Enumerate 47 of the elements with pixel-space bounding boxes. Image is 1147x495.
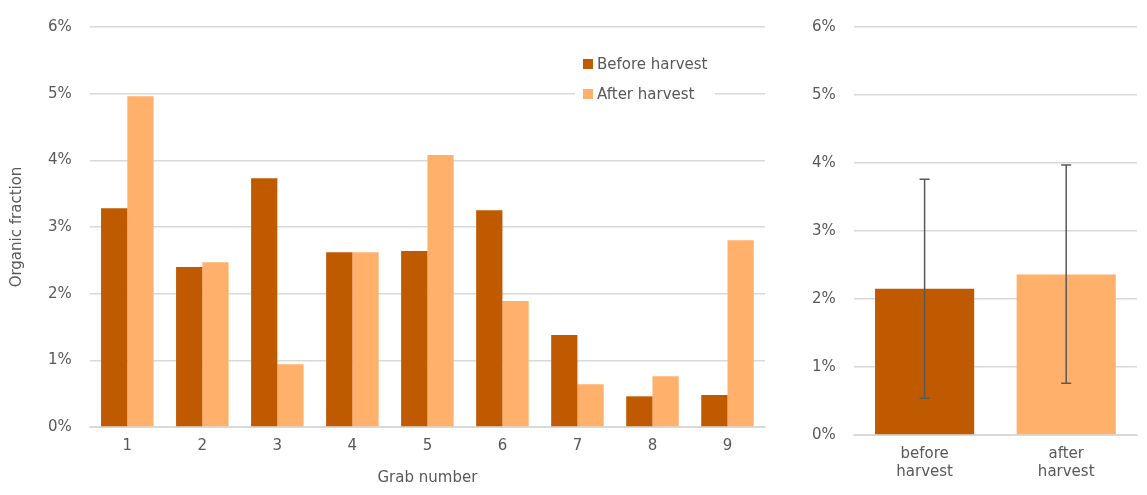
x-tick-label: 9: [722, 435, 733, 454]
y-tick-label: 2%: [812, 288, 836, 307]
bar: [326, 252, 353, 427]
bar: [551, 335, 578, 427]
bar: [202, 262, 229, 427]
bar: [127, 96, 154, 427]
x-tick-label: 8: [647, 435, 658, 454]
y-tick-label: 3%: [812, 220, 836, 239]
bar: [502, 301, 529, 427]
bar: [277, 364, 304, 427]
x-tick-label: 1: [122, 435, 133, 454]
bar: [251, 178, 278, 427]
x-tick-label: 5: [422, 435, 433, 454]
y-tick-label: 5%: [812, 84, 836, 103]
y-tick-label: 0%: [812, 424, 836, 443]
x-tick-label: 4: [347, 435, 358, 454]
bar: [626, 396, 653, 427]
y-tick-label: 4%: [48, 150, 72, 169]
y-tick-label: 6%: [48, 16, 72, 35]
bar: [176, 267, 203, 427]
bar: [577, 384, 604, 427]
x-axis-title: Grab number: [377, 467, 479, 486]
y-tick-label: 5%: [48, 83, 72, 102]
x-tick-label: 7: [572, 435, 583, 454]
y-tick-label: 0%: [48, 416, 72, 435]
x-tick-label: 3: [272, 435, 283, 454]
y-tick-label: 3%: [48, 216, 72, 235]
bar: [701, 395, 728, 427]
legend-label: After harvest: [596, 84, 696, 105]
bar: [727, 240, 754, 427]
x-tick-label: after harvest: [1037, 443, 1095, 480]
y-tick-label: 6%: [812, 16, 836, 35]
y-tick-label: 1%: [812, 356, 836, 375]
bar: [427, 155, 454, 427]
x-tick-label: 2: [197, 435, 208, 454]
legend-label: Before harvest: [596, 54, 708, 75]
bar: [476, 210, 503, 427]
y-axis-title: Organic fraction: [6, 166, 25, 288]
bar: [101, 208, 128, 427]
y-tick-label: 2%: [48, 283, 72, 302]
x-tick-label: before harvest: [896, 443, 954, 480]
y-tick-label: 4%: [812, 152, 836, 171]
bar: [652, 376, 679, 427]
bar: [401, 251, 428, 427]
x-tick-label: 6: [497, 435, 508, 454]
y-tick-label: 1%: [48, 350, 72, 369]
bar: [352, 252, 379, 427]
